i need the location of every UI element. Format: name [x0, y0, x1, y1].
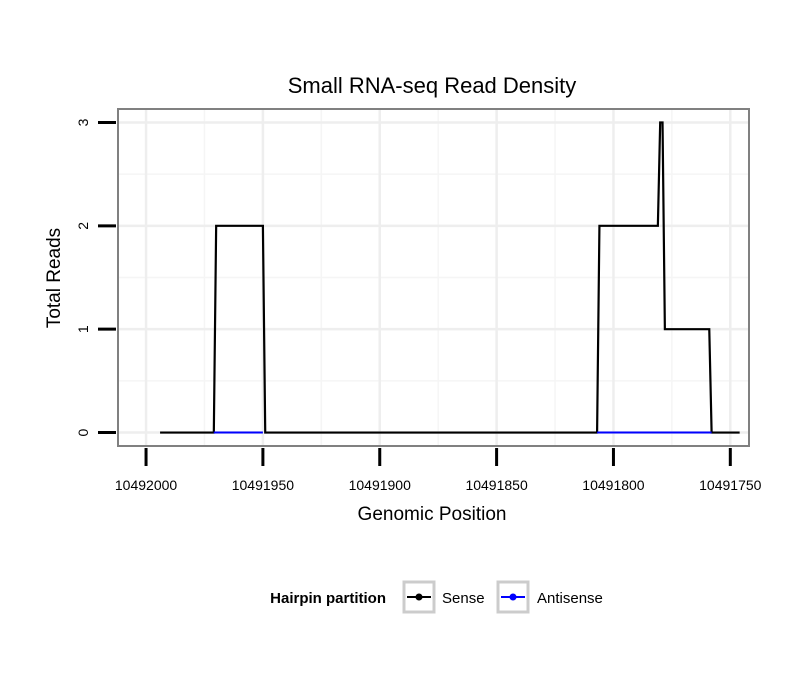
x-tick-label: 10491900	[349, 477, 412, 493]
x-tick-label: 10491750	[699, 477, 762, 493]
x-axis-label: Genomic Position	[358, 504, 507, 525]
series-sense-line	[160, 121, 740, 434]
legend-point-sense	[415, 593, 423, 601]
legend-title: Hairpin partition	[270, 590, 386, 607]
legend-point-antisense	[509, 593, 517, 601]
chart-title: Small RNA-seq Read Density	[288, 73, 577, 98]
x-tick-label: 10491950	[232, 477, 295, 493]
grid	[118, 109, 749, 446]
y-axis: 0 1 2 3	[75, 118, 116, 436]
legend-label-antisense: Antisense	[537, 590, 603, 607]
plot-panel-border	[117, 108, 750, 447]
x-tick-label: 10492000	[115, 477, 178, 493]
legend: Hairpin partition Sense Antisense	[270, 580, 603, 614]
series	[160, 121, 740, 434]
y-tick-label: 0	[75, 428, 91, 436]
y-tick-label: 1	[75, 325, 91, 333]
y-tick-label: 3	[75, 118, 91, 126]
legend-label-sense: Sense	[442, 590, 485, 607]
y-tick-label: 2	[75, 222, 91, 230]
x-axis: 10492000 10491950 10491900 10491850 10491800…	[115, 448, 762, 493]
x-tick-label: 10491800	[582, 477, 645, 493]
y-axis-label: Total Reads	[44, 228, 65, 328]
x-tick-label: 10491850	[465, 477, 528, 493]
